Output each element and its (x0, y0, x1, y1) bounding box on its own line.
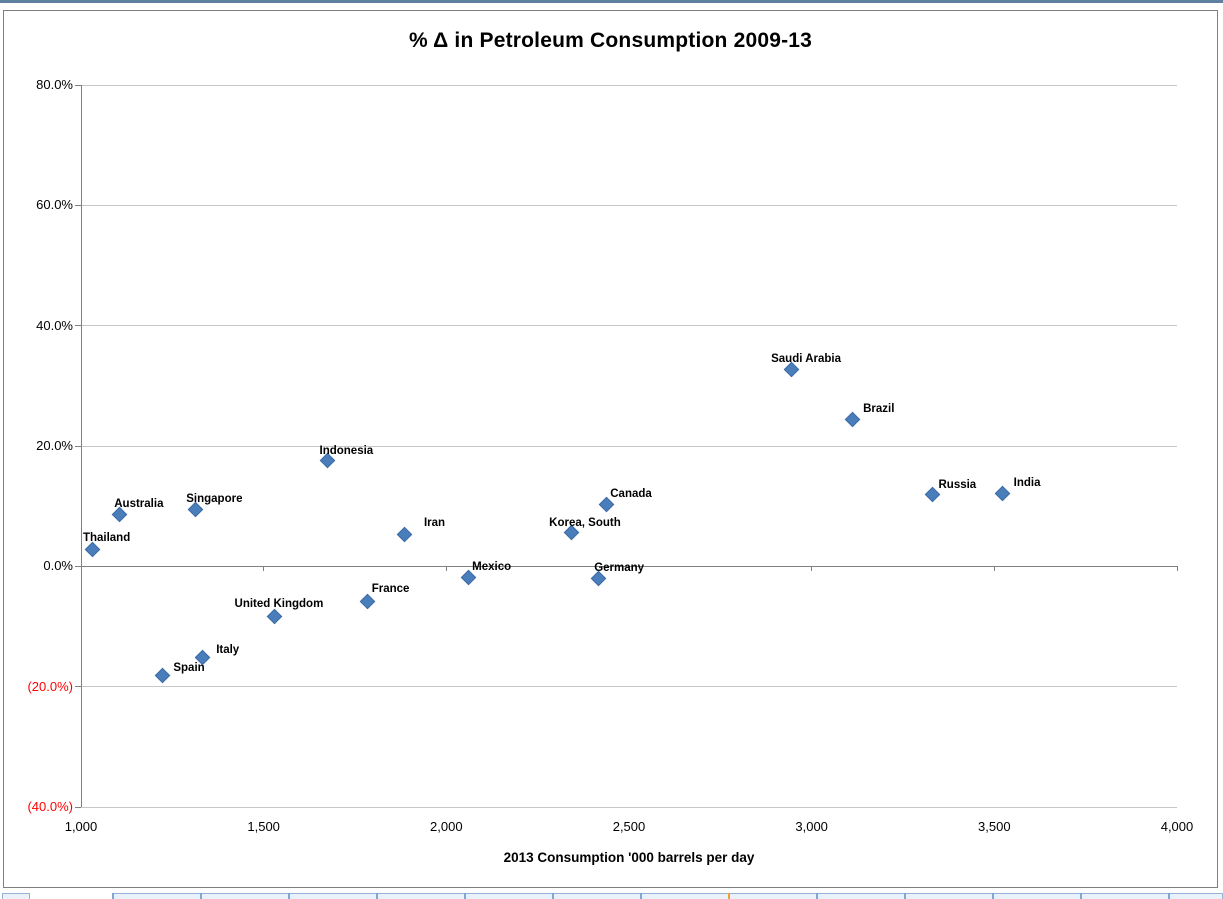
data-point-label: Saudi Arabia (771, 353, 841, 366)
cell-divider (200, 893, 202, 899)
data-point-label: Thailand (82, 532, 131, 545)
y-tick-label: 0.0% (43, 558, 73, 574)
cell-divider (112, 893, 114, 899)
data-point-label: United Kingdom (234, 598, 324, 611)
x-tick-label: 1,500 (247, 819, 280, 834)
worksheet-cells-sliver (0, 892, 1223, 899)
y-axis-tick (75, 565, 81, 567)
data-point-marker[interactable] (844, 411, 860, 428)
data-point-label: Singapore (186, 492, 243, 505)
x-axis-tick (1176, 566, 1178, 572)
y-tick-label: 60.0% (36, 197, 73, 213)
y-axis-tick (75, 445, 81, 447)
cell-divider (992, 893, 994, 899)
worksheet-top-divider-line (0, 0, 1223, 3)
cell-divider (1080, 893, 1082, 899)
y-tick-label: 40.0% (36, 317, 73, 333)
cell-divider (376, 893, 378, 899)
x-axis-title: 2013 Consumption '000 barrels per day (503, 850, 755, 865)
cell-divider (552, 893, 554, 899)
y-gridline (81, 445, 1177, 447)
data-point-label: Germany (594, 562, 645, 575)
x-tick-label: 2,000 (430, 819, 463, 834)
x-axis-tick (628, 566, 630, 572)
y-gridline (81, 84, 1177, 86)
y-tick-label: 20.0% (36, 438, 73, 453)
y-axis-tick (75, 806, 81, 808)
data-point-label: Iran (423, 517, 446, 530)
x-tick-label: 3,000 (795, 819, 828, 834)
cell-divider (464, 893, 466, 899)
cell-divider (288, 893, 290, 899)
x-axis-tick (263, 566, 265, 572)
x-axis-tick (811, 566, 813, 572)
y-gridline (81, 806, 1177, 808)
y-axis-tick (75, 204, 81, 206)
x-tick-label: 4,000 (1160, 819, 1194, 834)
cell-divider (904, 893, 906, 899)
data-point-label: Italy (216, 643, 240, 656)
y-tick-label: (20.0%) (27, 678, 73, 694)
data-point-label: Brazil (863, 403, 895, 416)
data-point-label: Indonesia (319, 445, 374, 458)
x-axis-tick (80, 566, 82, 572)
excel-chart-object[interactable]: % Δ in Petroleum Consumption 2009-13 80.… (3, 10, 1218, 888)
cell-divider (728, 893, 730, 899)
data-point-label: Korea, South (549, 517, 621, 530)
cell-divider (816, 893, 818, 899)
y-gridline (81, 325, 1177, 327)
data-point-marker[interactable] (154, 667, 171, 683)
y-gridline (81, 204, 1177, 206)
y-tick-label: 80.0% (36, 77, 73, 92)
y-axis-tick (75, 686, 81, 688)
data-point-label: India (1013, 477, 1041, 490)
cell-divider (1168, 893, 1170, 899)
y-gridline (81, 686, 1177, 688)
x-axis-tick (993, 566, 995, 572)
data-point-marker[interactable] (397, 526, 413, 543)
y-axis-tick (75, 325, 81, 327)
y-tick-label: (40.0%) (27, 799, 73, 814)
cell-edge (2, 893, 30, 899)
y-axis-line (81, 85, 82, 807)
data-point-label: Russia (938, 478, 977, 491)
data-point-label: Australia (114, 498, 164, 511)
data-point-marker[interactable] (994, 485, 1011, 502)
x-tick-label: 3,500 (978, 819, 1011, 834)
chart-title: % Δ in Petroleum Consumption 2009-13 (408, 29, 813, 52)
data-point-label: Spain (173, 662, 205, 675)
data-point-label: Canada (610, 488, 652, 501)
x-tick-label: 2,500 (612, 819, 646, 834)
cell-edge (112, 893, 1223, 899)
data-point-label: Mexico (472, 560, 512, 573)
data-point-label: France (371, 583, 410, 596)
x-axis-tick (445, 566, 447, 572)
y-axis-tick (75, 84, 81, 86)
x-tick-label: 1,000 (64, 819, 98, 834)
cell-divider (640, 893, 642, 899)
